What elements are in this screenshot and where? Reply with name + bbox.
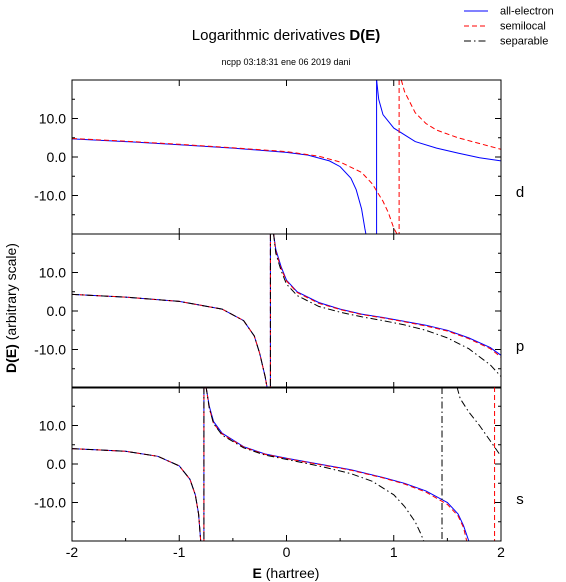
series-line-dashdot xyxy=(273,234,501,377)
series-line-solid xyxy=(72,448,202,541)
legend-label: separable xyxy=(500,36,548,48)
x-axis: -2 -1 0 1 2 xyxy=(66,538,505,560)
y-tick-label: 0.0 xyxy=(47,149,67,165)
channel-label-s: s xyxy=(516,491,524,508)
series-line-dashed xyxy=(72,138,398,234)
y-axis-label-bold: D(E) xyxy=(3,344,19,373)
series-line-dashed xyxy=(400,80,501,150)
series-line-solid xyxy=(273,234,501,356)
series-line-solid xyxy=(72,138,367,234)
y-tick-label: -10.0 xyxy=(34,342,66,358)
legend: all-electron semilocal separable xyxy=(464,6,554,48)
panel-frame xyxy=(71,386,502,542)
x-axis-label: E (hartree) xyxy=(253,565,320,581)
series-line-solid xyxy=(205,387,470,541)
y-tick-label: -10.0 xyxy=(34,188,66,204)
y-tick-label: 0.0 xyxy=(47,303,67,319)
panel-p: 10.0 0.0 -10.0 p xyxy=(34,233,524,389)
panel-frame xyxy=(71,233,502,389)
legend-label: all-electron xyxy=(500,6,554,18)
chart-title-plain: Logarithmic derivatives xyxy=(192,27,350,44)
x-tick-label: 0 xyxy=(283,544,291,560)
series-line-dashed xyxy=(72,293,268,388)
panel-s: 10.0 0.0 -10.0 s xyxy=(34,386,524,542)
series-line-dashdot xyxy=(72,293,268,388)
panel-frame xyxy=(71,79,502,235)
y-tick-label: -10.0 xyxy=(34,495,66,511)
x-tick-label: 1 xyxy=(390,544,398,560)
y-axis-label: D(E) (arbitrary scale) xyxy=(3,243,19,373)
panel-d: 10.0 0.0 -10.0 d xyxy=(34,79,524,235)
series-line-dashdot xyxy=(456,387,501,457)
channel-label-d: d xyxy=(516,184,524,201)
chart-subtitle: ncpp 03:18:31 ene 06 2019 dani xyxy=(221,57,350,67)
series-line-solid xyxy=(376,80,501,162)
channel-label-p: p xyxy=(516,338,524,355)
chart-title: Logarithmic derivatives D(E) xyxy=(192,27,380,44)
series-line-solid xyxy=(72,293,268,388)
panels: 10.0 0.0 -10.0 d 10.0 0.0 -10.0 p 10.0 0.0 -10.0 s xyxy=(34,79,524,542)
y-axis-label-rest: (arbitrary scale) xyxy=(3,243,19,344)
x-axis-label-bold: E xyxy=(253,565,262,581)
y-tick-label: 0.0 xyxy=(47,456,67,472)
x-tick-label: 2 xyxy=(497,544,505,560)
y-tick-label: 10.0 xyxy=(39,111,66,127)
series-line-dashed xyxy=(205,387,468,541)
series-line-dashdot xyxy=(205,387,425,541)
x-tick-label: -2 xyxy=(66,544,79,560)
series-line-dashed xyxy=(72,448,202,541)
y-tick-label: 10.0 xyxy=(39,418,66,434)
legend-label: semilocal xyxy=(500,21,546,33)
series-line-dashdot xyxy=(72,448,202,541)
y-tick-label: 10.0 xyxy=(39,265,66,281)
x-tick-label: -1 xyxy=(173,544,186,560)
x-axis-label-rest: (hartree) xyxy=(262,565,320,581)
series-line-dashed xyxy=(273,234,501,358)
chart-title-bold: D(E) xyxy=(349,27,380,44)
